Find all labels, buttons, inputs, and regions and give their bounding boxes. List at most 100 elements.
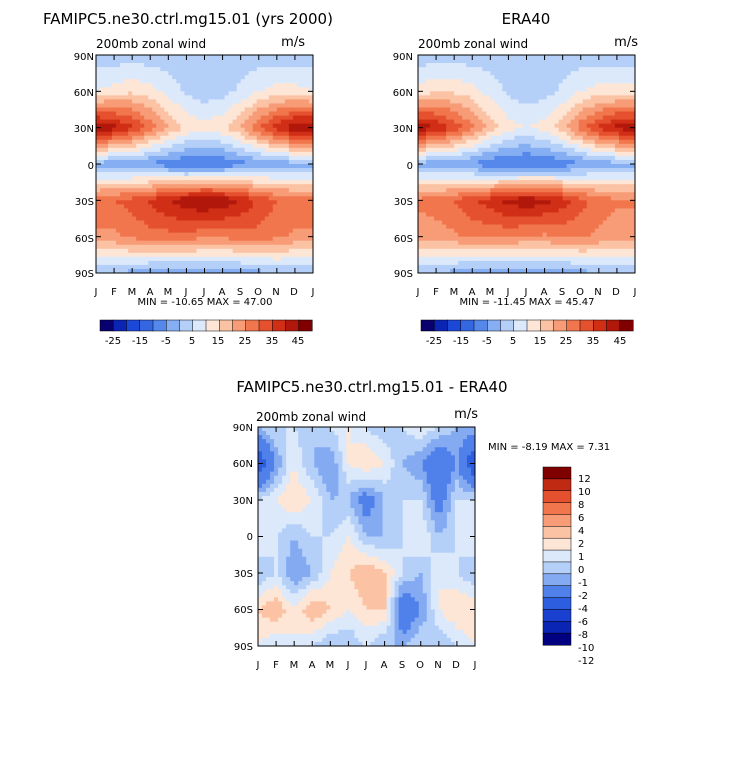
field-cell: [184, 208, 188, 212]
panel-model-colorbar-ticks: -25 -15 -5 5 15 25 35 45: [105, 336, 305, 347]
field-cell: [253, 208, 257, 212]
field-cell: [128, 124, 132, 128]
field-cell: [482, 87, 486, 91]
field-cell: [297, 204, 301, 208]
field-cell: [249, 83, 253, 87]
field-cell: [494, 55, 498, 59]
field-cell: [281, 132, 285, 136]
field-cell: [192, 75, 196, 79]
field-cell: [458, 124, 462, 128]
field-cell: [229, 188, 233, 192]
field-cell: [486, 200, 490, 204]
field-cell: [498, 196, 502, 200]
colorbar-swatch: [206, 320, 220, 331]
field-cell: [136, 91, 140, 95]
field-cell: [510, 184, 514, 188]
field-cell: [470, 164, 474, 168]
field-cell: [587, 63, 591, 67]
field-cell: [555, 128, 559, 132]
field-cell: [611, 116, 615, 120]
field-cell: [217, 200, 221, 204]
field-cell: [184, 79, 188, 83]
field-cell: [297, 107, 301, 111]
field-cell: [213, 95, 217, 99]
field-cell: [209, 103, 213, 107]
field-cell: [196, 180, 200, 184]
field-cell: [140, 164, 144, 168]
field-cell: [535, 188, 539, 192]
field-cell: [289, 216, 293, 220]
field-cell: [116, 112, 120, 116]
field-cell: [273, 103, 277, 107]
field-cell: [418, 59, 422, 63]
field-cell: [261, 229, 265, 233]
field-cell: [438, 87, 442, 91]
field-cell: [285, 83, 289, 87]
field-cell: [168, 91, 172, 95]
field-cell: [289, 107, 293, 111]
field-cell: [434, 95, 438, 99]
field-cell: [184, 75, 188, 79]
field-cell: [128, 116, 132, 120]
field-cell: [265, 128, 269, 132]
field-cell: [285, 176, 289, 180]
field-cell: [209, 55, 213, 59]
field-cell: [209, 140, 213, 144]
field-cell: [112, 225, 116, 229]
field-cell: [466, 192, 470, 196]
field-cell: [281, 225, 285, 229]
field-cell: [450, 99, 454, 103]
field-cell: [225, 124, 229, 128]
field-cell: [518, 79, 522, 83]
field-cell: [144, 184, 148, 188]
field-cell: [293, 136, 297, 140]
field-cell: [559, 83, 563, 87]
field-cell: [595, 168, 599, 172]
field-cell: [555, 83, 559, 87]
field-cell: [599, 120, 603, 124]
field-cell: [567, 164, 571, 168]
field-cell: [615, 148, 619, 152]
field-cell: [237, 245, 241, 249]
field-cell: [192, 245, 196, 249]
field-cell: [213, 229, 217, 233]
field-cell: [281, 253, 285, 257]
field-cell: [434, 132, 438, 136]
field-cell: [160, 261, 164, 265]
field-cell: [615, 192, 619, 196]
field-cell: [269, 156, 273, 160]
panel-model-title: FAMIPC5.ne30.ctrl.mg15.01 (yrs 2000): [43, 10, 333, 28]
field-cell: [265, 91, 269, 95]
field-cell: [539, 55, 543, 59]
field-cell: [164, 216, 168, 220]
field-cell: [209, 87, 213, 91]
field-cell: [209, 99, 213, 103]
field-cell: [160, 253, 164, 257]
field-cell: [281, 120, 285, 124]
field-cell: [136, 103, 140, 107]
field-cell: [176, 91, 180, 95]
field-cell: [498, 200, 502, 204]
field-cell: [418, 95, 422, 99]
field-cell: [132, 128, 136, 132]
field-cell: [132, 184, 136, 188]
field-cell: [619, 172, 623, 176]
field-cell: [285, 196, 289, 200]
field-cell: [518, 59, 522, 63]
field-cell: [108, 83, 112, 87]
field-cell: [474, 99, 478, 103]
field-cell: [430, 132, 434, 136]
field-cell: [188, 91, 192, 95]
field-cell: [168, 168, 172, 172]
field-cell: [438, 176, 442, 180]
field-cell: [535, 148, 539, 152]
field-cell: [494, 152, 498, 156]
field-cell: [225, 136, 229, 140]
field-cell: [100, 103, 104, 107]
field-cell: [160, 71, 164, 75]
field-cell: [152, 55, 156, 59]
field-cell: [176, 225, 180, 229]
field-cell: [454, 99, 458, 103]
field-cell: [225, 265, 229, 269]
field-cell: [289, 59, 293, 63]
